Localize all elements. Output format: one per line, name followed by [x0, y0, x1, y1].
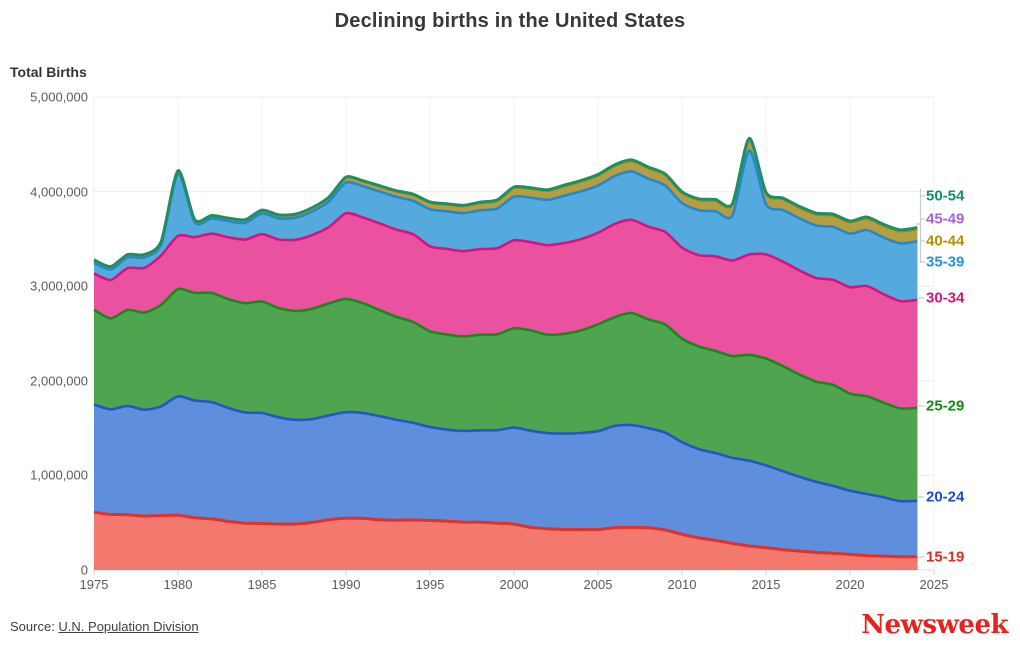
y-tick-label: 1,000,000: [30, 467, 88, 483]
x-tick-label: 2010: [667, 577, 697, 592]
legend-label-15-19: 15-19: [926, 548, 965, 566]
boundary-20-24: [93, 395, 918, 503]
y-axis-title: Total Births: [10, 64, 87, 80]
x-tick-label: 2005: [583, 577, 613, 592]
boundary-35-39: [93, 149, 918, 271]
y-tick-label: 0: [80, 562, 88, 578]
legend-label-35-39: 35-39: [926, 253, 965, 271]
x-tick-label: 1990: [331, 577, 361, 592]
y-tick-label: 4,000,000: [30, 184, 88, 200]
x-tick-label: 2025: [919, 577, 949, 592]
legend-label-30-34: 30-34: [926, 289, 965, 307]
newsweek-logo: Newsweek: [861, 610, 1008, 640]
boundary-30-34: [93, 211, 918, 303]
legend-label-45-49: 45-49: [926, 210, 965, 228]
y-tick-label: 3,000,000: [30, 278, 88, 294]
x-tick-label: 1985: [247, 577, 277, 592]
legend-label-40-44: 40-44: [926, 232, 965, 250]
y-tick-label: 5,000,000: [30, 89, 88, 105]
x-tick-label: 1975: [79, 577, 109, 592]
boundary-25-29: [93, 287, 918, 410]
source-link[interactable]: U.N. Population Division: [58, 619, 199, 634]
x-tick-label: 1980: [163, 577, 193, 592]
boundary-15-19: [93, 510, 918, 559]
area-15-19: [94, 512, 918, 570]
boundary-50-54: [93, 136, 918, 269]
legend-label-20-24: 20-24: [926, 488, 965, 506]
x-tick-label: 2015: [751, 577, 781, 592]
x-tick-label: 1995: [415, 577, 445, 592]
legend-label-25-29: 25-29: [926, 397, 965, 415]
x-tick-label: 2020: [835, 577, 865, 592]
x-tick-label: 2000: [499, 577, 529, 592]
chart-title: Declining births in the United States: [334, 10, 686, 32]
source-note: Source: U.N. Population Division: [10, 619, 199, 634]
legend-label-50-54: 50-54: [926, 187, 965, 205]
y-tick-label: 2,000,000: [30, 373, 88, 389]
source-prefix: Source:: [10, 619, 59, 634]
